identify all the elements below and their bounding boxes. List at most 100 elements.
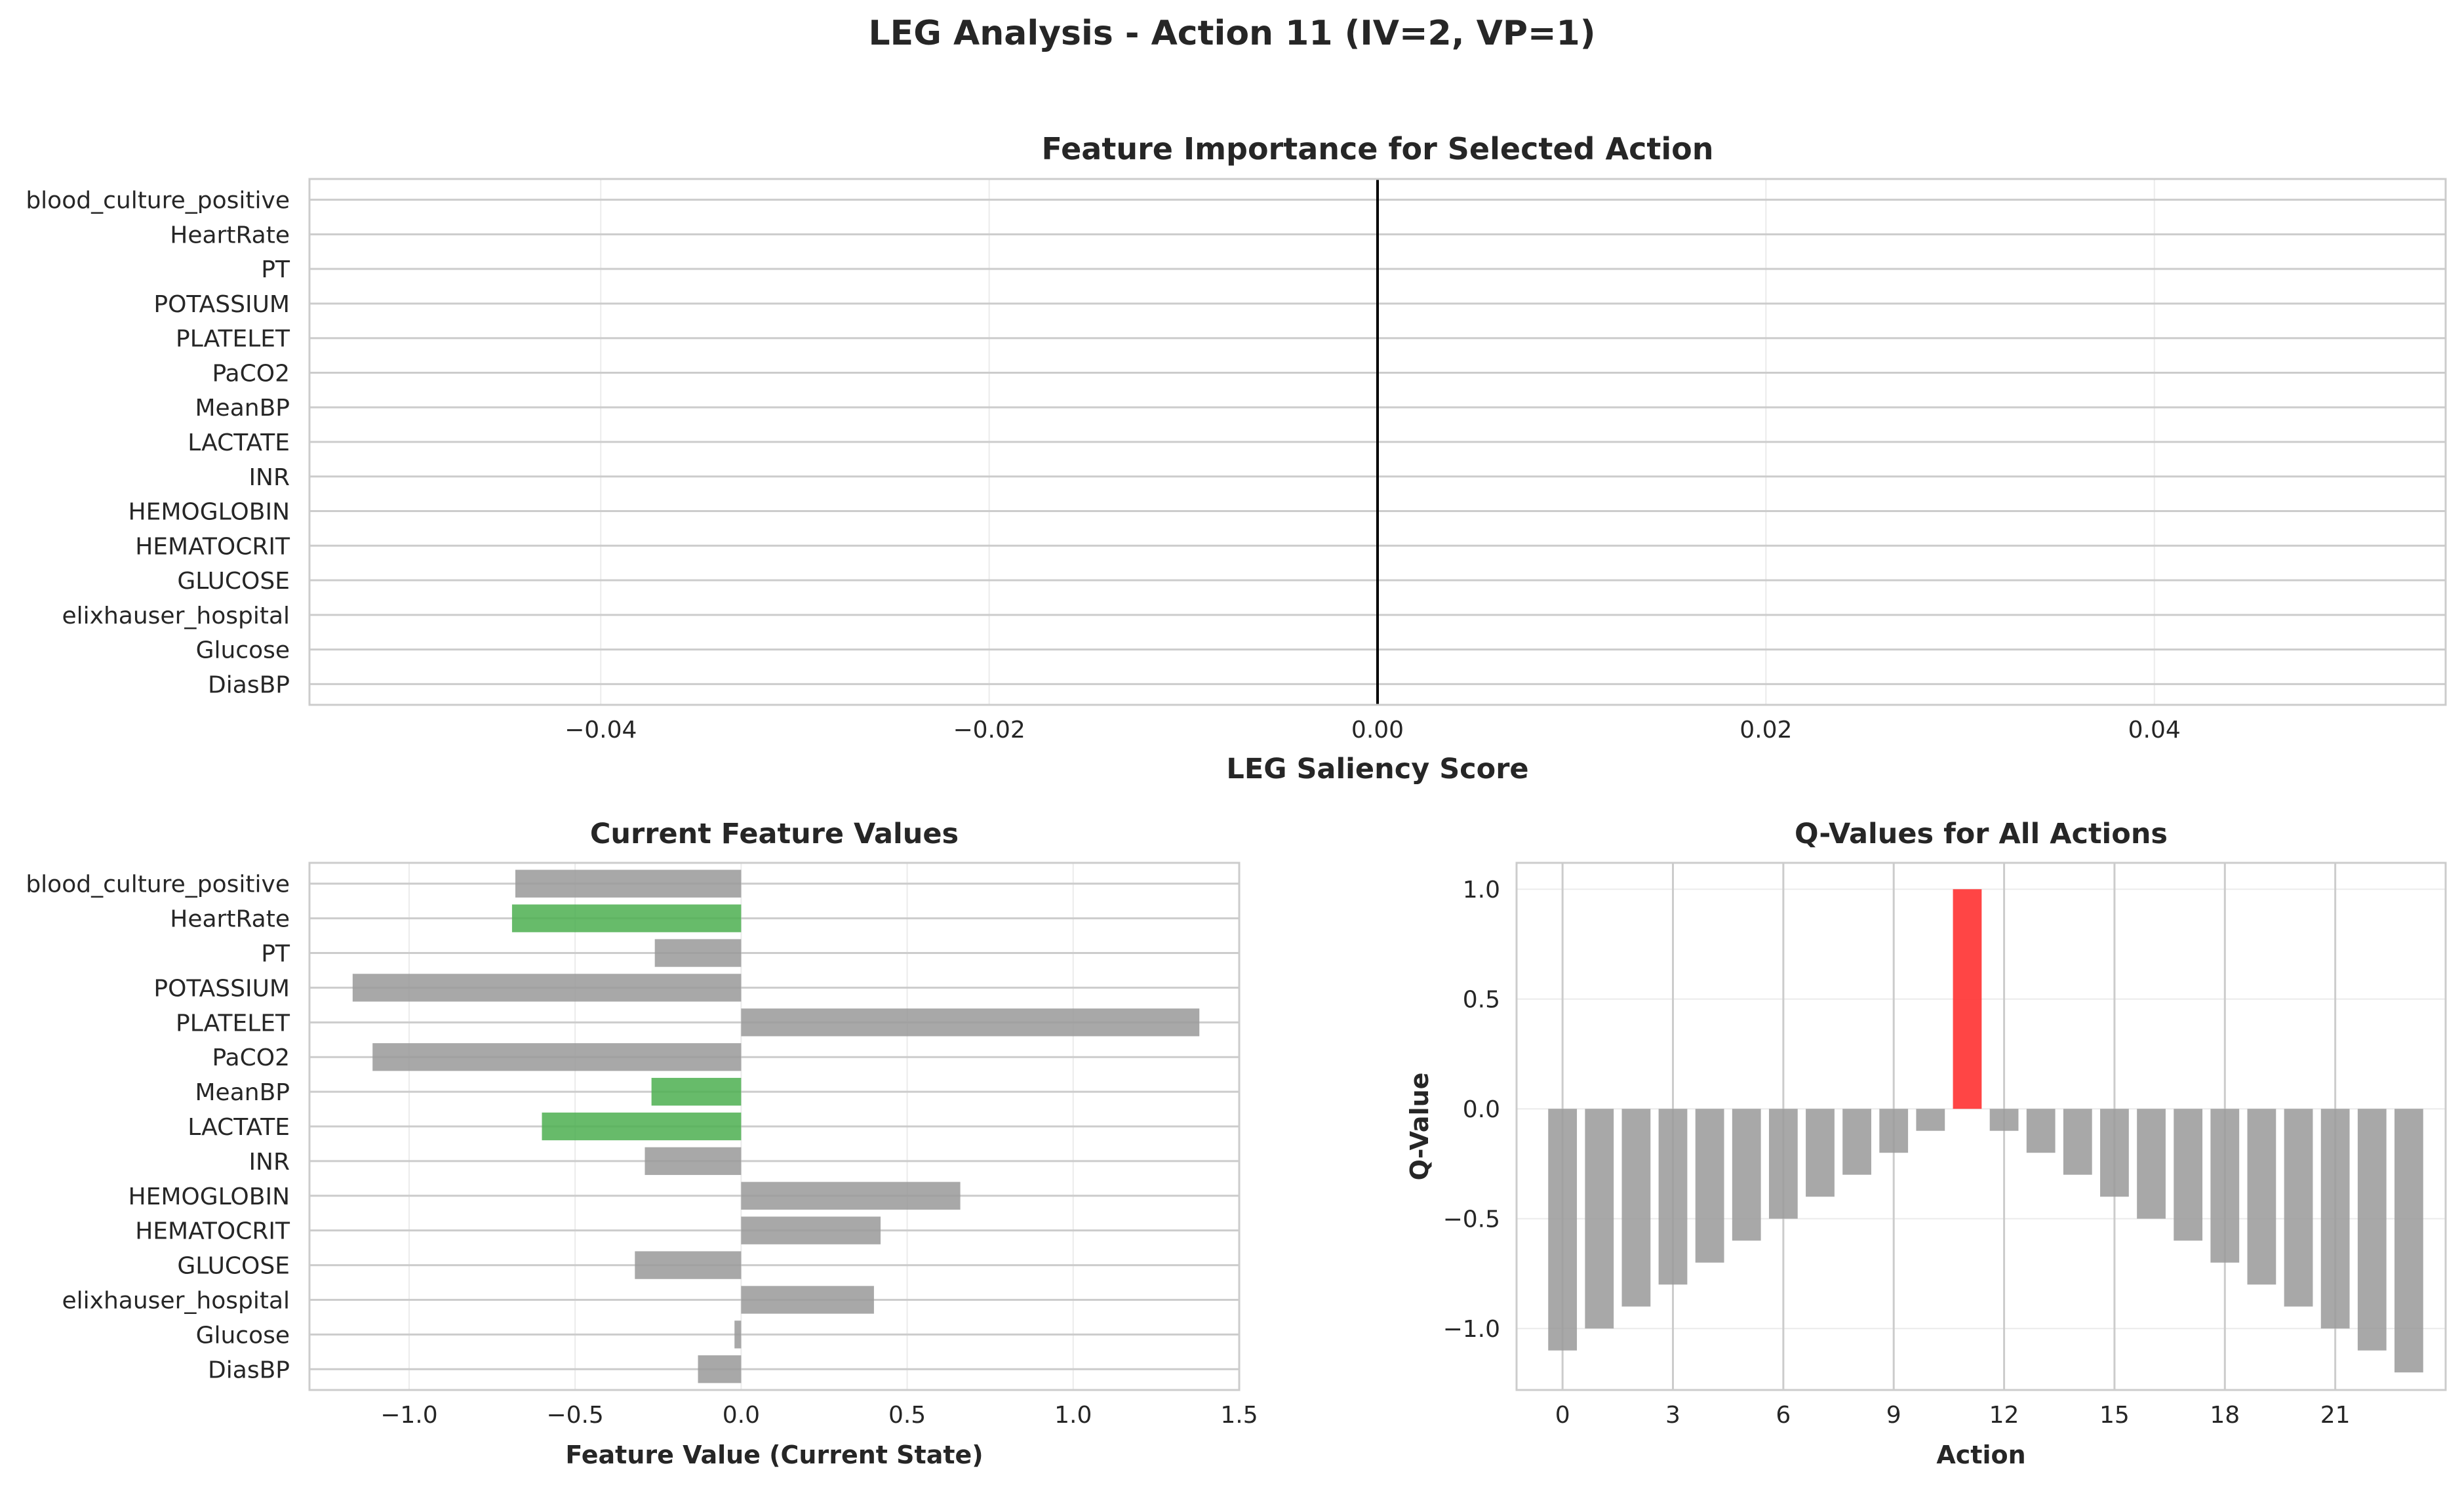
plot-frame [308,862,1241,1391]
y-tick-label: INR [248,1149,290,1176]
y-tick-label: blood_culture_positive [26,188,290,214]
y-axis-label: Q-Value [1405,1073,1434,1181]
plot-frame [308,178,2447,706]
x-tick-label: −0.5 [546,1402,603,1429]
bar-action-20 [2284,1109,2313,1307]
bar-action-2 [1621,1109,1651,1307]
bar-action-6 [1768,1109,1798,1219]
bar-INR [645,1147,742,1176]
bar-action-14 [2063,1109,2092,1175]
y-tick-label: DiasBP [208,1357,290,1383]
y-tick-label: elixhauser_hospital [62,1287,290,1314]
bar-PLATELET [741,1008,1200,1037]
q-values-panel: −1.0 −0.5 0.0 0.5 1.0 0 3 6 9 12 15 18 21 Q-Values fo… [1405,818,2447,1469]
feature-importance-panel: −0.04 −0.02 0.00 0.02 0.04 blood_culture_posi… [26,131,2447,785]
y-tick-label: 1.0 [1463,877,1500,903]
panel-title: Feature Importance for Selected Action [1042,131,1714,167]
x-tick-label: 0.04 [2128,717,2181,744]
bar-HEMATOCRIT [741,1216,881,1244]
bar-action-19 [2247,1109,2276,1285]
x-tick-label: 15 [2099,1402,2130,1429]
y-tick-label: POTASSIUM [153,975,290,1002]
x-tick-label: 0.0 [723,1402,760,1429]
x-axis-label: Feature Value (Current State) [565,1440,983,1469]
y-tick-label: HeartRate [170,906,290,933]
y-tick-label: LACTATE [188,1114,290,1141]
x-axis-label: LEG Saliency Score [1226,753,1528,785]
bar-PaCO2 [372,1043,742,1071]
x-tick-label: 12 [1989,1402,2019,1429]
y-tick-label: −1.0 [1443,1316,1500,1343]
y-tick-label: PLATELET [176,1010,290,1037]
y-tick-label: PT [261,256,290,283]
x-axis-label: Action [1936,1440,2025,1469]
bar-action-9 [1879,1109,1909,1153]
bar-HeartRate [511,904,742,932]
bar-action-5 [1732,1109,1761,1241]
bar-action-17 [2174,1109,2203,1241]
bar-action-4 [1695,1109,1724,1263]
feature-values-panel: −1.0 −0.5 0.0 0.5 1.0 1.5 blood_culture_positi… [26,818,1258,1469]
bar-action-21 [2320,1109,2350,1329]
x-tick-label: 0 [1555,1402,1570,1429]
bar-action-22 [2357,1109,2387,1351]
y-tick-label: −0.5 [1443,1206,1500,1233]
bar-Glucose [734,1320,742,1349]
y-tick-label: 0.5 [1463,987,1500,1014]
x-tick-label: −1.0 [380,1402,437,1429]
bar-action-8 [1842,1109,1871,1175]
panel-title: Q-Values for All Actions [1795,818,2168,850]
y-tick-label: DiasBP [208,671,290,698]
bar-action-16 [2137,1109,2166,1219]
y-tick-label: PLATELET [176,326,290,353]
y-tick-label: elixhauser_hospital [62,603,290,629]
bar-HEMOGLOBIN [741,1181,961,1210]
bar-blood_culture_positive [515,869,742,898]
bar-action-15 [2100,1109,2129,1197]
bar-action-12 [1989,1109,2019,1131]
x-tick-label: 18 [2210,1402,2240,1429]
y-tick-label: Glucose [196,1322,290,1349]
y-tick-label: PT [261,941,290,968]
y-tick-label: PaCO2 [212,360,290,387]
bar-action-23 [2394,1109,2423,1373]
x-tick-label: 0.02 [1739,717,1792,744]
x-tick-label: 0.5 [888,1402,926,1429]
x-tick-label: 6 [1776,1402,1791,1429]
x-tick-label: 21 [2320,1402,2351,1429]
y-tick-label: MeanBP [195,1079,290,1106]
bar-action-11 [1953,889,1982,1109]
y-tick-label: blood_culture_positive [26,871,290,898]
x-tick-label: −0.04 [565,717,637,744]
y-tick-label: HEMATOCRIT [135,1218,290,1245]
bar-DiasBP [698,1355,742,1383]
y-tick-label: GLUCOSE [177,568,290,595]
bar-action-3 [1658,1109,1688,1285]
x-tick-label: 0.00 [1351,717,1404,744]
bar-GLUCOSE [635,1251,742,1279]
bar-action-0 [1548,1109,1578,1351]
y-tick-label: LACTATE [188,429,290,456]
bar-POTASSIUM [352,974,742,1002]
y-tick-label: HEMOGLOBIN [129,1183,290,1210]
plot-frame [1515,862,2447,1391]
x-tick-label: 1.0 [1054,1402,1092,1429]
y-tick-label: PaCO2 [212,1044,290,1071]
y-tick-label: POTASSIUM [153,291,290,318]
y-tick-label: HeartRate [170,222,290,248]
bar-action-7 [1806,1109,1835,1197]
bar-elixhauser_hospital [741,1286,874,1314]
x-tick-label: 3 [1665,1402,1680,1429]
y-tick-label: Glucose [196,637,290,664]
bar-LACTATE [542,1112,742,1141]
bar-PT [654,939,742,967]
y-tick-label: INR [248,464,290,491]
y-tick-label: MeanBP [195,395,290,422]
x-tick-label: −0.02 [953,717,1025,744]
y-tick-label: GLUCOSE [177,1253,290,1280]
x-tick-label: 1.5 [1220,1402,1258,1429]
y-tick-label: HEMOGLOBIN [129,499,290,526]
figure-title: LEG Analysis - Action 11 (IV=2, VP=1) [869,14,1596,53]
bar-action-1 [1585,1109,1614,1329]
